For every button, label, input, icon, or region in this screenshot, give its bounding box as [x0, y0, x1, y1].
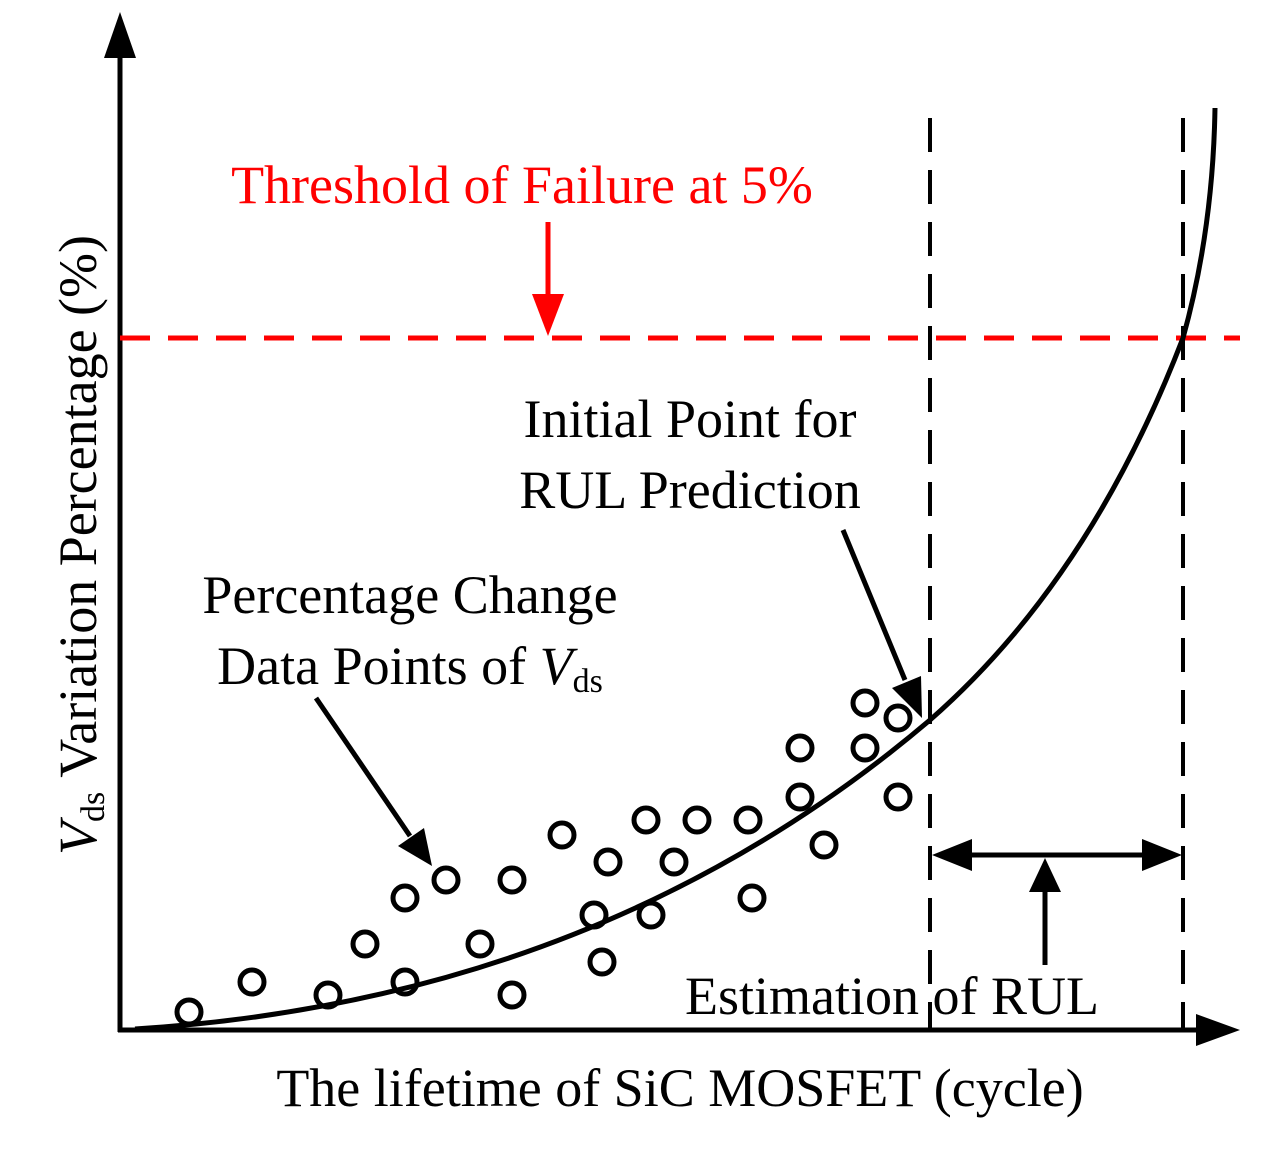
data-point: [785, 733, 815, 763]
data-point: [431, 865, 461, 895]
data-point: [733, 805, 763, 835]
data-points-arrowhead: [398, 828, 432, 866]
axes: [104, 12, 1240, 1046]
rul-label: Estimation of RUL: [685, 966, 1099, 1026]
data-point: [682, 805, 712, 835]
data-point: [659, 847, 689, 877]
y-axis-label-symbol: V: [48, 816, 108, 855]
data-point: [390, 967, 420, 997]
y-axis-label: Vds Variation Percentage (%): [48, 235, 112, 855]
threshold-label: Threshold of Failure at 5%: [231, 155, 813, 215]
rul-span-right-arrowhead: [1142, 839, 1182, 871]
data-point: [737, 883, 767, 913]
data-point: [883, 782, 913, 812]
data-points-arrow: [313, 696, 413, 838]
data-point: [237, 967, 267, 997]
data-point: [883, 703, 913, 733]
rul-span-left-arrowhead: [932, 839, 972, 871]
initial-point-arrowhead: [892, 676, 922, 718]
data-point: [579, 900, 609, 930]
data-point: [809, 830, 839, 860]
x-axis-arrowhead: [1196, 1014, 1240, 1046]
x-axis-label: The lifetime of SiC MOSFET (cycle): [276, 1058, 1083, 1118]
threshold-arrowhead: [532, 294, 564, 336]
data-point: [497, 980, 527, 1010]
y-axis-label-rest: Variation Percentage (%): [48, 235, 108, 778]
degradation-curve: [134, 107, 1218, 1032]
initial-point-arrow: [840, 529, 908, 681]
data-point: [850, 733, 880, 763]
data-point: [636, 900, 666, 930]
data-point: [174, 997, 204, 1027]
initial-point-label-line2: RUL Prediction: [519, 460, 860, 520]
data-point: [390, 883, 420, 913]
data-point: [465, 929, 495, 959]
data-point: [631, 805, 661, 835]
data-point: [350, 929, 380, 959]
y-axis-arrowhead: [104, 12, 136, 58]
data-point: [497, 865, 527, 895]
data-point: [547, 820, 577, 850]
annotation-arrows: [313, 222, 1182, 965]
data-points-label-symbol: V: [540, 636, 579, 696]
y-axis-label-subscript: ds: [75, 792, 112, 822]
rul-pointer-arrowhead: [1029, 858, 1061, 892]
data-points: [174, 688, 913, 1027]
data-points-label-line2: Data Points of Vds: [217, 636, 603, 700]
data-point: [785, 782, 815, 812]
data-points-label-line1: Percentage Change: [202, 565, 617, 625]
initial-point-label-line1: Initial Point for: [524, 389, 857, 449]
data-point: [587, 947, 617, 977]
data-point: [313, 980, 343, 1010]
data-points-label-prefix: Data Points of: [217, 636, 539, 696]
data-point: [850, 688, 880, 718]
data-points-label-subscript: ds: [573, 663, 603, 700]
data-point: [593, 847, 623, 877]
